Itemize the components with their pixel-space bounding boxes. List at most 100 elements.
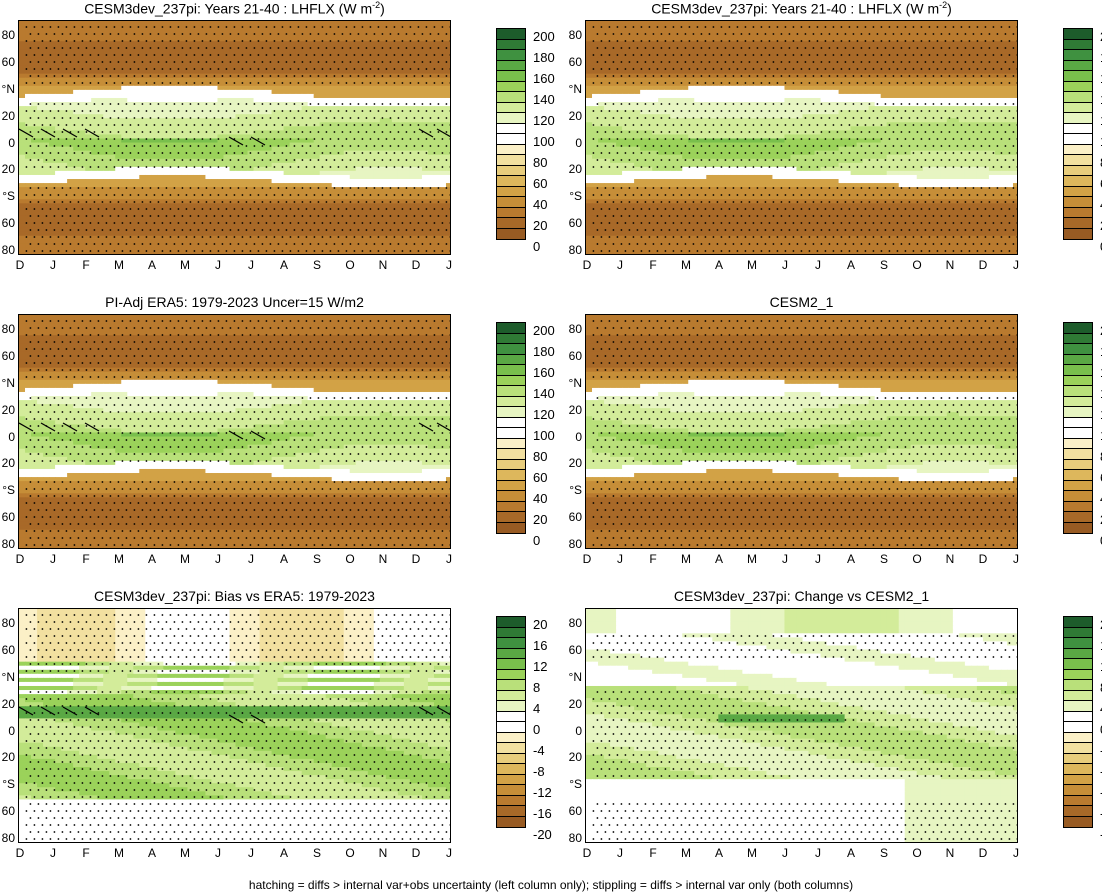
heatmap-cell — [313, 37, 321, 42]
heatmap-cell — [31, 215, 38, 221]
heatmap-cell — [187, 154, 194, 160]
heatmap-cell — [445, 195, 450, 200]
stipple-dot — [185, 82, 188, 84]
heatmap-cell — [133, 154, 140, 160]
stipple-dot — [317, 131, 320, 133]
heatmap-cell — [367, 142, 375, 148]
heatmap-cell — [427, 21, 435, 26]
heatmap-cell — [403, 53, 411, 59]
stipple-dot — [313, 54, 316, 56]
heatmap-cell — [415, 191, 423, 196]
heatmap-cell — [241, 93, 249, 99]
heatmap-cell — [97, 219, 104, 225]
heatmap-cell — [19, 53, 26, 59]
heatmap-cell — [415, 97, 423, 103]
heatmap-cell — [433, 146, 441, 152]
heatmap-cell — [367, 154, 375, 160]
heatmap-cell — [439, 102, 447, 107]
heatmap-cell — [97, 166, 104, 172]
heatmap-cell — [205, 162, 213, 168]
stipple-dot — [389, 47, 392, 49]
stipple-dot — [345, 68, 348, 70]
heatmap-cell — [103, 243, 110, 249]
heatmap-cell — [43, 162, 50, 168]
heatmap-cell — [253, 37, 261, 42]
heatmap-cell — [289, 183, 297, 188]
heatmap-cell — [247, 33, 255, 38]
heatmap-cell — [127, 85, 134, 91]
heatmap-cell — [235, 57, 243, 63]
heatmap-cell — [163, 142, 170, 148]
heatmap-cell — [259, 223, 267, 229]
heatmap-cell — [73, 195, 80, 200]
panel-title-text: CESM3dev_237pi: Years 21-40 : LHFLX (W m — [84, 1, 372, 17]
heatmap-cell — [211, 219, 219, 225]
heatmap-cell — [145, 97, 152, 103]
heatmap-cell — [145, 61, 152, 67]
heatmap-cell — [25, 166, 32, 172]
heatmap-cell — [127, 33, 134, 38]
heatmap-cell — [313, 150, 321, 156]
heatmap-cell — [277, 130, 285, 136]
heatmap-cell — [55, 251, 62, 254]
heatmap-cell — [397, 154, 405, 160]
heatmap-cell — [199, 211, 207, 217]
heatmap-cell — [445, 170, 450, 176]
heatmap-cell — [277, 37, 285, 42]
heatmap-cell — [265, 114, 273, 119]
stipple-dot — [101, 47, 104, 49]
heatmap-cell — [133, 69, 140, 75]
heatmap-cell — [79, 106, 86, 111]
heatmap-cell — [121, 29, 128, 34]
stipple-dot — [409, 68, 412, 70]
heatmap-cell — [79, 29, 86, 34]
heatmap-cell — [343, 110, 351, 115]
heatmap-cell — [85, 126, 92, 131]
heatmap-cell — [193, 21, 201, 26]
heatmap-cell — [319, 235, 327, 241]
stipple-dot — [161, 82, 164, 84]
heatmap-cell — [109, 219, 116, 225]
heatmap-cell — [361, 73, 369, 79]
heatmap-cell — [91, 154, 98, 160]
heatmap-cell — [49, 207, 56, 213]
heatmap-cell — [97, 247, 104, 253]
heatmap-cell — [241, 231, 249, 237]
heatmap-cell — [313, 69, 321, 75]
heatmap-cell — [337, 69, 345, 75]
stipple-dot — [361, 110, 364, 112]
heatmap-cell — [223, 183, 231, 188]
heatmap-cell — [397, 146, 405, 152]
heatmap-cell — [253, 49, 261, 55]
heatmap-cell — [97, 174, 104, 180]
heatmap-cell — [349, 106, 357, 111]
stipple-dot — [185, 54, 188, 56]
heatmap-cell — [97, 179, 104, 184]
stipple-dot — [405, 33, 408, 35]
heatmap-cell — [115, 81, 122, 87]
heatmap-cell — [181, 239, 188, 245]
heatmap-cell — [73, 57, 80, 63]
heatmap-cell — [205, 150, 213, 156]
stipple-dot — [153, 54, 156, 56]
heatmap-cell — [139, 158, 146, 164]
heatmap-cell — [331, 134, 339, 140]
heatmap-cell — [301, 142, 309, 148]
heatmap-cell — [31, 199, 38, 204]
stipple-dot — [297, 54, 300, 56]
heatmap-cell — [217, 29, 225, 34]
stipple-dot — [213, 131, 216, 133]
heatmap-cell — [127, 179, 134, 184]
heatmap-cell — [283, 174, 291, 180]
heatmap-cell — [61, 97, 68, 103]
heatmap-cell — [313, 73, 321, 79]
stipple-dot — [81, 54, 84, 56]
heatmap-cell — [373, 179, 381, 184]
heatmap-cell — [61, 53, 68, 59]
heatmap-cell — [259, 57, 267, 63]
heatmap-cell — [439, 33, 447, 38]
heatmap-cell — [85, 187, 92, 192]
heatmap-cell — [127, 211, 134, 217]
heatmap-cell — [373, 89, 381, 95]
heatmap-cell — [187, 207, 194, 213]
